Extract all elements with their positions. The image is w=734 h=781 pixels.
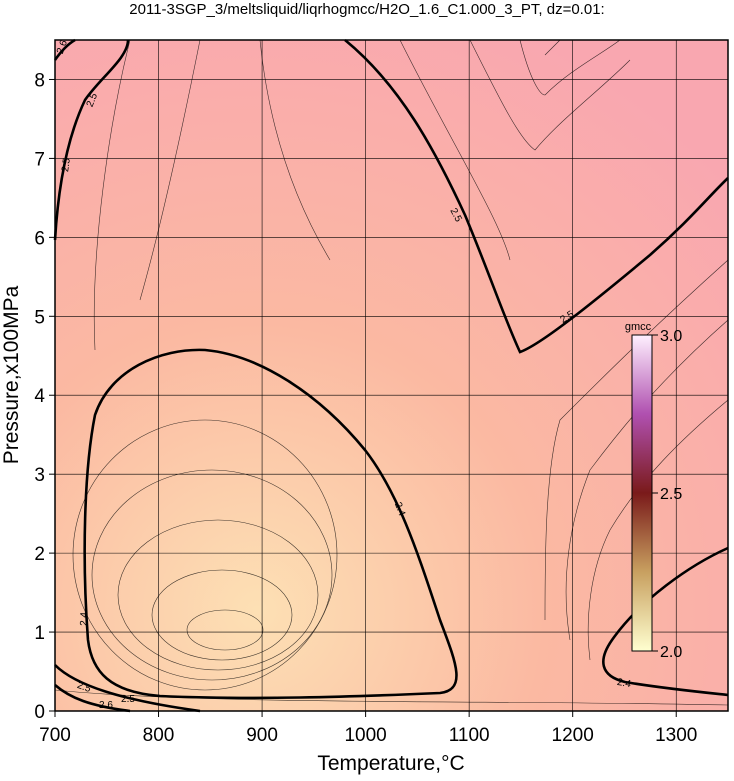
y-tick-label: 3 (34, 465, 45, 486)
colorbar-tick-label: 2.5 (660, 486, 682, 503)
y-tick-label: 8 (34, 70, 45, 91)
y-tick-label: 2 (34, 544, 45, 565)
y-tick-label: 4 (34, 386, 45, 407)
colorbar-label: gmcc (625, 321, 652, 333)
contour-label: 2.5 (121, 694, 135, 705)
contour-label: 2.6 (55, 38, 70, 55)
x-tick-label: 1300 (655, 725, 697, 746)
contour-label: 2.5 (60, 157, 73, 173)
contour-line (83, 348, 458, 700)
contour-line (344, 38, 729, 354)
x-tick-label: 700 (39, 725, 71, 746)
x-tick-label: 1100 (449, 725, 490, 746)
contour-line (54, 684, 131, 713)
x-tick-label: 900 (246, 725, 278, 746)
y-tick-label: 5 (34, 307, 45, 328)
contour-line (54, 664, 201, 713)
y-tick-label: 1 (34, 623, 45, 644)
contour-label: 2.4 (392, 501, 407, 518)
colorbar-tick-label: 2.0 (660, 644, 682, 661)
x-tick-label: 1000 (344, 725, 386, 746)
x-tick-label: 800 (143, 725, 175, 746)
x-axis-label: Temperature,°C (317, 752, 464, 775)
y-axis-label: Pressure,x100MPa (0, 285, 23, 464)
contour-line (602, 546, 729, 697)
plot-frame (54, 39, 729, 712)
y-tick-label: 0 (34, 702, 45, 723)
contour-label: 2.4 (79, 611, 90, 626)
colorbar-tick-label: 3.0 (660, 328, 682, 345)
contour-line (53, 38, 76, 61)
plot-background (55, 40, 728, 711)
major-contours (53, 38, 729, 713)
colorbar (631, 334, 653, 652)
chart-title: 2011-3SGP_3/meltsliquid/liqrhogmcc/H2O_1… (129, 1, 604, 18)
contour-label: 2.5 (75, 680, 92, 695)
minor-contours (54, 39, 729, 706)
contour-line (53, 39, 130, 241)
y-tick-label: 6 (34, 228, 45, 249)
contour-label: 2.4 (616, 677, 632, 690)
contour-label: 2.6 (99, 700, 113, 711)
contour-label: 2.5 (85, 91, 101, 108)
x-tick-label: 1200 (552, 725, 594, 746)
y-tick-label: 7 (34, 149, 45, 170)
